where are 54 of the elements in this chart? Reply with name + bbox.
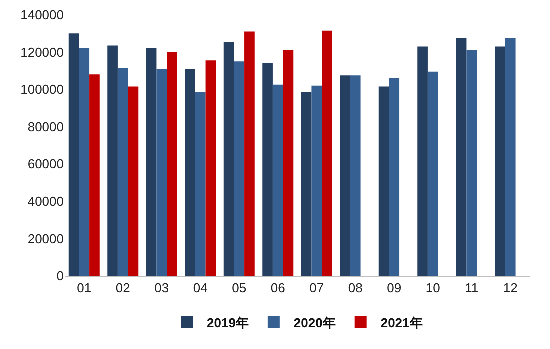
x-tick-label: 07 <box>310 280 324 296</box>
x-tick-label: 12 <box>503 280 518 296</box>
bar <box>262 63 273 276</box>
x-tick-label: 08 <box>348 280 363 296</box>
x-tick-label: 09 <box>387 280 402 296</box>
bar <box>495 46 506 276</box>
bar <box>108 46 118 276</box>
bar <box>350 76 361 276</box>
y-tick-label: 20000 <box>28 231 64 246</box>
bar <box>90 74 100 276</box>
bar <box>283 50 294 276</box>
x-tick-label: 11 <box>465 280 479 296</box>
x-tick-label: 04 <box>193 280 208 296</box>
bar <box>68 34 80 276</box>
bar <box>195 92 206 276</box>
bar <box>224 42 234 276</box>
y-tick-label: 100000 <box>20 82 64 98</box>
bar <box>389 78 400 276</box>
bar <box>272 84 284 276</box>
bar <box>428 72 438 276</box>
x-tick-label: 10 <box>426 280 440 296</box>
bar <box>301 92 312 276</box>
legend-label: 2021年 <box>380 315 423 330</box>
x-tick-label: 02 <box>116 280 130 296</box>
bar <box>185 69 196 276</box>
bar <box>505 38 516 276</box>
y-tick-label: 140000 <box>20 8 64 23</box>
bar <box>79 48 90 276</box>
bar <box>418 46 428 276</box>
bar <box>312 86 322 276</box>
y-tick-label: 40000 <box>28 194 64 209</box>
y-tick-label: 80000 <box>28 119 64 134</box>
bar <box>466 50 478 276</box>
y-tick-label: 120000 <box>20 44 64 60</box>
legend-label: 2020年 <box>294 315 336 330</box>
legend-label: 2019年 <box>207 315 249 330</box>
y-tick-label: 0 <box>56 268 64 284</box>
bar <box>340 76 350 276</box>
x-tick-label: 01 <box>77 280 92 296</box>
bar <box>206 60 216 276</box>
bar <box>244 32 255 276</box>
x-tick-label: 03 <box>154 280 170 296</box>
bar <box>167 52 178 276</box>
bar <box>456 38 467 276</box>
bar <box>128 86 139 276</box>
bar <box>378 86 390 276</box>
x-tick-label: 06 <box>270 280 286 296</box>
bar <box>156 69 168 276</box>
x-tick-label: 05 <box>232 280 247 296</box>
bar <box>146 48 157 276</box>
bar <box>234 62 245 276</box>
bar <box>322 30 332 276</box>
y-tick-label: 60000 <box>28 156 64 172</box>
bar <box>118 68 128 276</box>
